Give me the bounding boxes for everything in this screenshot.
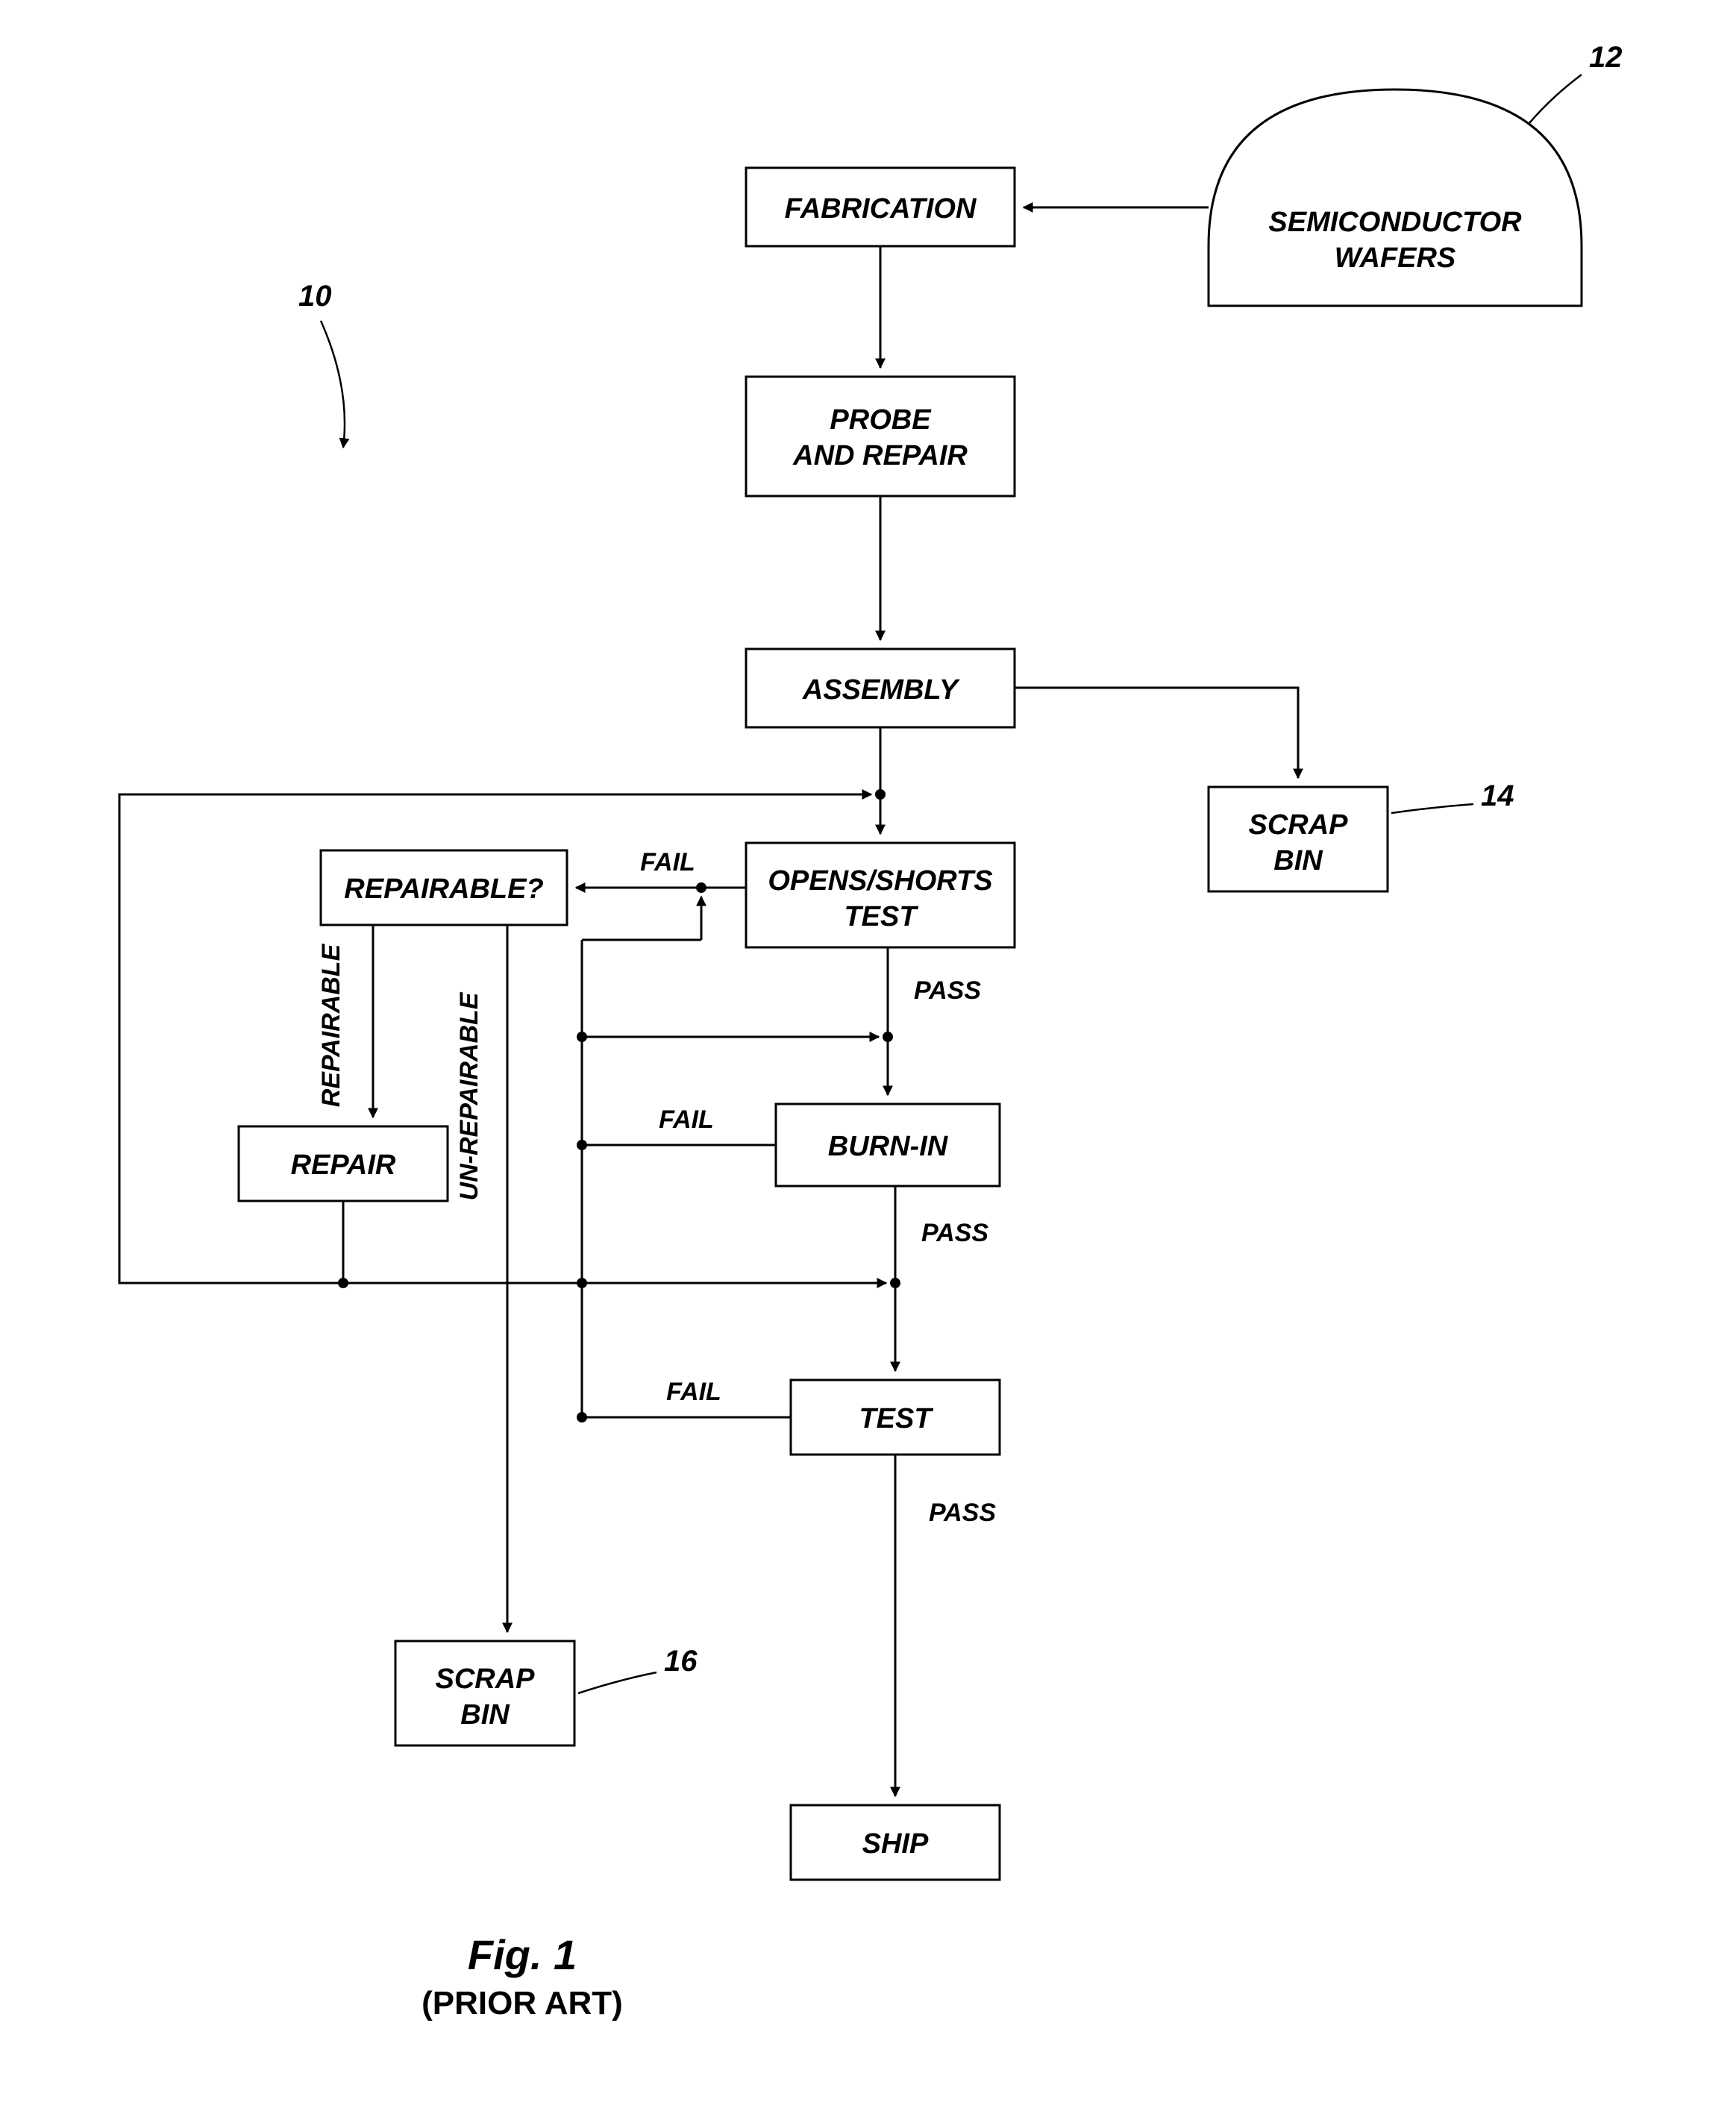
node-fabrication: FABRICATION <box>746 168 1015 246</box>
edge-label-fail-1: FAIL <box>640 848 695 876</box>
edge-assembly-to-scrap14 <box>1015 688 1298 778</box>
figure-caption-l2: (PRIOR ART) <box>422 1985 623 2021</box>
edge-label-unrepairable: UN-REPAIRABLE <box>455 991 483 1200</box>
node-scrap-14-l1: SCRAP <box>1248 809 1348 841</box>
flowchart: SEMICONDUCTOR WAFERS FABRICATION PROBE A… <box>0 0 1736 2108</box>
leader-14 <box>1391 804 1473 813</box>
edge-label-repairable: REPAIRABLE <box>317 943 345 1107</box>
node-repair: REPAIR <box>239 1126 448 1201</box>
node-scrap-14: SCRAP BIN <box>1209 787 1388 891</box>
node-burnin-l1: BURN-IN <box>828 1131 949 1162</box>
junction-dot <box>577 1412 587 1422</box>
edge-label-pass-1: PASS <box>914 976 981 1005</box>
node-scrap-16-l1: SCRAP <box>435 1663 535 1695</box>
node-repairable-q: REPAIRABLE? <box>321 850 567 925</box>
node-assembly: ASSEMBLY <box>746 649 1015 727</box>
edge-label-fail-2: FAIL <box>659 1105 714 1134</box>
edge-label-fail-3: FAIL <box>666 1378 721 1406</box>
node-wafers-l1: SEMICONDUCTOR <box>1268 207 1522 238</box>
node-repair-l1: REPAIR <box>291 1149 396 1181</box>
node-opens-shorts-l2: TEST <box>844 901 918 932</box>
node-opens-shorts-l1: OPENS/SHORTS <box>768 865 992 897</box>
figure-caption-l1: Fig. 1 <box>468 1931 577 1978</box>
node-assembly-l1: ASSEMBLY <box>802 674 961 706</box>
node-scrap-16-l2: BIN <box>460 1699 510 1731</box>
refnum-12: 12 <box>1589 41 1623 74</box>
junction-dot <box>577 1140 587 1150</box>
refnum-16: 16 <box>664 1645 698 1678</box>
junction-dot <box>696 882 706 893</box>
node-scrap-14-l2: BIN <box>1273 845 1323 876</box>
node-probe-l1: PROBE <box>830 404 932 436</box>
node-ship: SHIP <box>791 1805 1000 1880</box>
node-probe-l2: AND REPAIR <box>792 440 968 471</box>
refnum-10: 10 <box>298 280 332 313</box>
junction-dot <box>577 1278 587 1288</box>
node-probe: PROBE AND REPAIR <box>746 377 1015 496</box>
edge-label-pass-3: PASS <box>929 1499 996 1527</box>
edge-label-pass-2: PASS <box>921 1219 988 1247</box>
node-wafers-l2: WAFERS <box>1335 242 1456 274</box>
node-burnin: BURN-IN <box>776 1104 1000 1186</box>
leader-12 <box>1529 75 1582 123</box>
node-ship-l1: SHIP <box>862 1828 929 1860</box>
node-fabrication-l1: FABRICATION <box>785 193 977 225</box>
node-opens-shorts: OPENS/SHORTS TEST <box>746 843 1015 947</box>
node-repairable-q-l1: REPAIRABLE? <box>344 873 543 905</box>
refnum-14: 14 <box>1481 779 1514 812</box>
node-scrap-16: SCRAP BIN <box>395 1641 574 1745</box>
node-wafers: SEMICONDUCTOR WAFERS <box>1209 90 1582 306</box>
leader-16 <box>578 1672 657 1693</box>
node-test-l1: TEST <box>859 1403 933 1434</box>
node-test: TEST <box>791 1380 1000 1455</box>
leader-10 <box>321 321 345 448</box>
